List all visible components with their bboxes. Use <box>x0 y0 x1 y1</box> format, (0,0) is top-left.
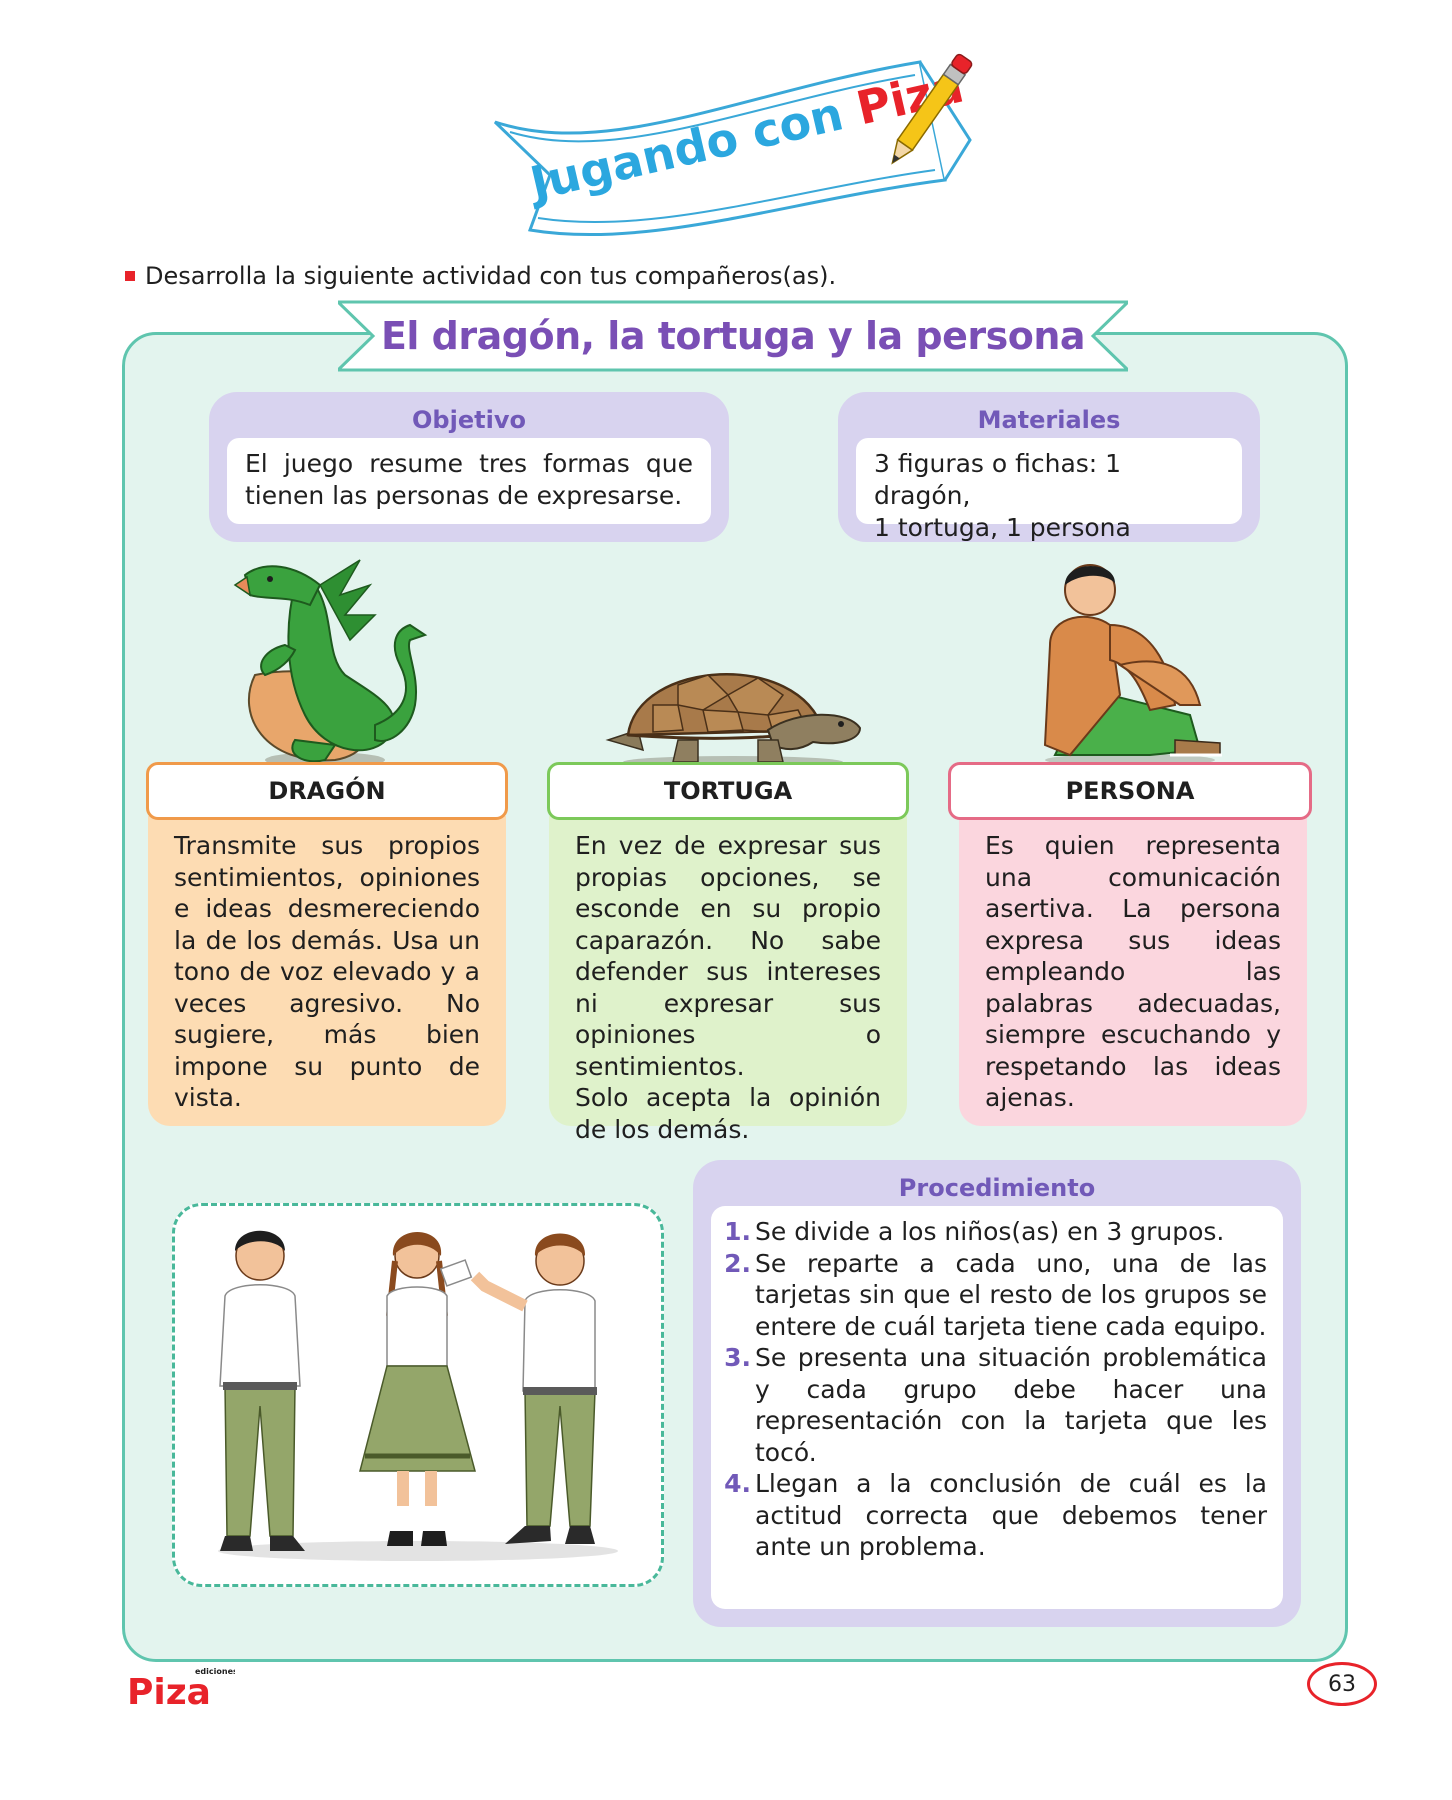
turtle-card-title: TORTUGA <box>547 762 909 820</box>
materiales-heading: Materiales <box>977 406 1121 434</box>
materiales-box: Materiales 3 figuras o fichas: 1 dragón,… <box>838 392 1260 542</box>
step-number: 2. <box>724 1248 751 1278</box>
objetivo-text: El juego resume tres formas que tienen l… <box>227 438 711 524</box>
procedimiento-box: Procedimiento 1. Se divide a los niños(a… <box>693 1160 1301 1627</box>
procedimiento-step: 3. Se presenta una situación problemátic… <box>723 1342 1267 1468</box>
svg-text:Piza: Piza <box>127 1672 211 1708</box>
person-card-title: PERSONA <box>948 762 1312 820</box>
title-ribbon <box>338 300 1128 372</box>
pencil-icon <box>891 53 973 165</box>
children-illustration-frame <box>172 1203 664 1587</box>
materiales-line-2: 1 tortuga, 1 persona <box>874 513 1131 542</box>
children-illustration <box>218 1230 618 1561</box>
dragon-card-title: DRAGÓN <box>146 762 508 820</box>
dragon-illustration <box>233 559 428 768</box>
dragon-card-body: Transmite sus propios sentimientos, opin… <box>148 816 506 1126</box>
person-card-body: Es quien representa una comunicación ase… <box>959 816 1307 1126</box>
materiales-line-1: 3 figuras o fichas: 1 dragón, <box>874 449 1122 510</box>
step-number: 4. <box>724 1469 751 1498</box>
turtle-card-text: En vez de expresar sus propias opciones,… <box>575 831 881 1081</box>
materiales-text: 3 figuras o fichas: 1 dragón, 1 tortuga,… <box>856 438 1242 542</box>
boy-left <box>219 1230 305 1551</box>
bullet-icon <box>125 271 135 281</box>
sitting-boy-illustration <box>1043 564 1222 766</box>
page-number: 63 <box>1307 1662 1377 1706</box>
banner-jugando-con-piza: Jugando con Piza <box>493 53 973 237</box>
turtle-card-text-2: Solo acepta la opinión de los demás. <box>575 1083 881 1144</box>
girl-center <box>359 1232 476 1546</box>
objetivo-heading: Objetivo <box>412 406 526 434</box>
person-card-text: Es quien representa una comunicación ase… <box>985 831 1281 1112</box>
procedimiento-step: 2. Se reparte a cada uno, una de las tar… <box>723 1248 1267 1343</box>
turtle-illustration <box>605 673 862 768</box>
instruction-line: Desarrolla la siguiente actividad con tu… <box>125 262 836 290</box>
instruction-text: Desarrolla la siguiente actividad con tu… <box>145 262 837 290</box>
boy-right <box>439 1233 597 1544</box>
step-text: Se divide a los niños(as) en 3 grupos. <box>755 1217 1225 1246</box>
svg-text:ediciones: ediciones <box>195 1667 235 1676</box>
procedimiento-step: 1. Se divide a los niños(as) en 3 grupos… <box>723 1216 1267 1248</box>
turtle-card-body: En vez de expresar sus propias opciones,… <box>549 816 907 1144</box>
page-title: El dragón, la tortuga y la persona <box>380 314 1086 358</box>
step-number: 1. <box>724 1217 751 1246</box>
procedimiento-step: 4. Llegan a la conclusión de cuál es la … <box>723 1468 1267 1563</box>
dragon-card-text: Transmite sus propios sentimientos, opin… <box>174 831 480 1112</box>
step-text: Se reparte a cada uno, una de las tarjet… <box>755 1248 1267 1341</box>
step-text: Se presenta una situación problemática y… <box>755 1343 1267 1467</box>
piza-logo: ediciones Piza <box>127 1667 235 1708</box>
procedimiento-list: 1. Se divide a los niños(as) en 3 grupos… <box>711 1206 1283 1609</box>
objetivo-box: Objetivo El juego resume tres formas que… <box>209 392 729 542</box>
step-text: Llegan a la conclusión de cuál es la act… <box>755 1469 1267 1561</box>
procedimiento-heading: Procedimiento <box>898 1174 1096 1202</box>
step-number: 3. <box>724 1343 751 1372</box>
